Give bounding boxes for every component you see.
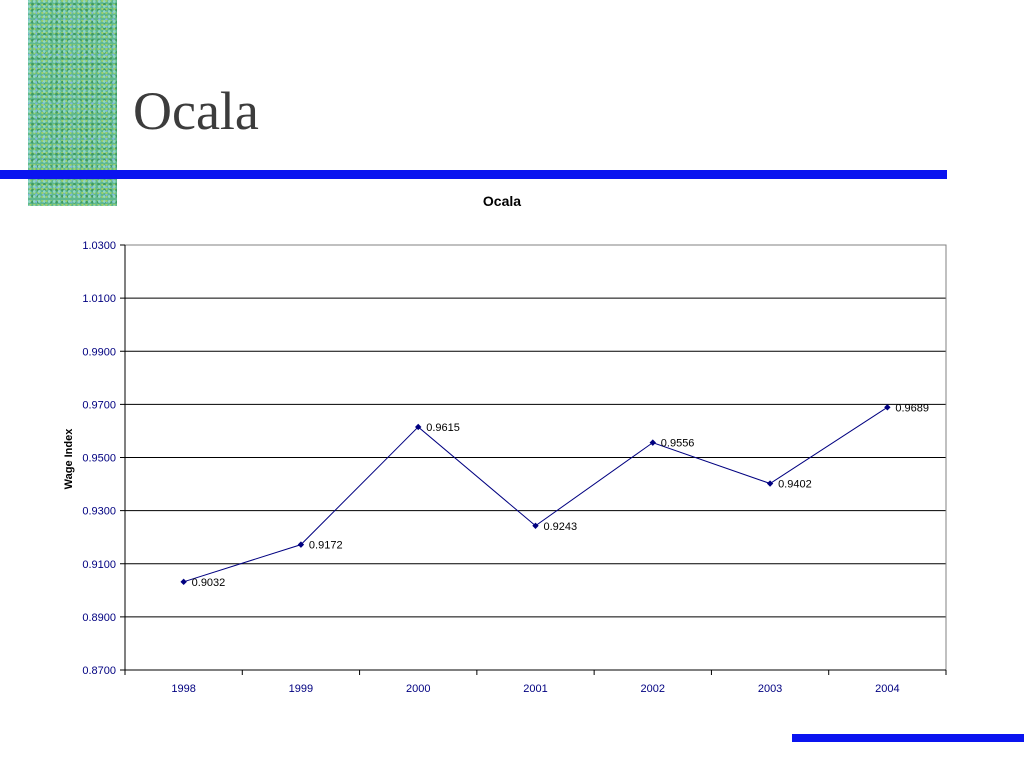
y-tick-label: 1.0100 xyxy=(82,293,116,305)
data-label: 0.9032 xyxy=(192,577,226,589)
data-label: 0.9243 xyxy=(544,521,578,533)
data-label: 0.9689 xyxy=(895,402,929,414)
data-point-marker xyxy=(532,522,539,529)
y-tick-label: 0.8700 xyxy=(82,665,116,677)
data-point-marker xyxy=(297,541,305,548)
data-point-marker xyxy=(180,578,187,586)
x-tick-label: 2000 xyxy=(406,683,430,695)
axes: 0.8700 0.8900 0.9100 0.9300 0.9500 0.9700 0.99… xyxy=(82,240,947,695)
y-tick-label: 0.9300 xyxy=(82,506,116,518)
x-tick-label: 1999 xyxy=(289,683,313,695)
x-tick-label: 2002 xyxy=(641,683,665,695)
series-line xyxy=(183,406,888,583)
data-point-marker xyxy=(884,404,891,411)
data-label: 0.9556 xyxy=(661,438,695,450)
data-point-marker xyxy=(766,480,774,487)
x-tick-label: 1998 xyxy=(171,683,195,695)
y-tick-label: 0.9700 xyxy=(82,399,116,411)
y-tick-label: 0.9900 xyxy=(82,346,116,358)
y-tick-label: 1.0300 xyxy=(82,240,116,252)
y-tick-label: 0.8900 xyxy=(82,612,116,624)
x-tick-label: 2003 xyxy=(758,683,782,695)
chart-title: Ocala xyxy=(483,193,521,209)
y-tick-label: 0.9100 xyxy=(82,559,116,571)
title-divider-bar xyxy=(0,170,947,179)
data-label: 0.9402 xyxy=(778,479,812,491)
x-tick-label: 2001 xyxy=(523,683,547,695)
data-label: 0.9615 xyxy=(426,422,460,434)
slide-title: Ocala xyxy=(133,81,259,141)
series-wage-index: 0.9032 0.9172 0.9615 0.9243 0.9556 0.9402 0.96… xyxy=(180,402,929,589)
footer-accent-bar xyxy=(792,734,1024,742)
x-tick-label: 2004 xyxy=(875,683,899,695)
y-axis-label: Wage Index xyxy=(63,428,75,490)
y-tick-label: 0.9500 xyxy=(82,453,116,465)
data-point-marker xyxy=(415,423,422,431)
data-label: 0.9172 xyxy=(309,540,343,552)
data-point-marker xyxy=(649,439,656,446)
